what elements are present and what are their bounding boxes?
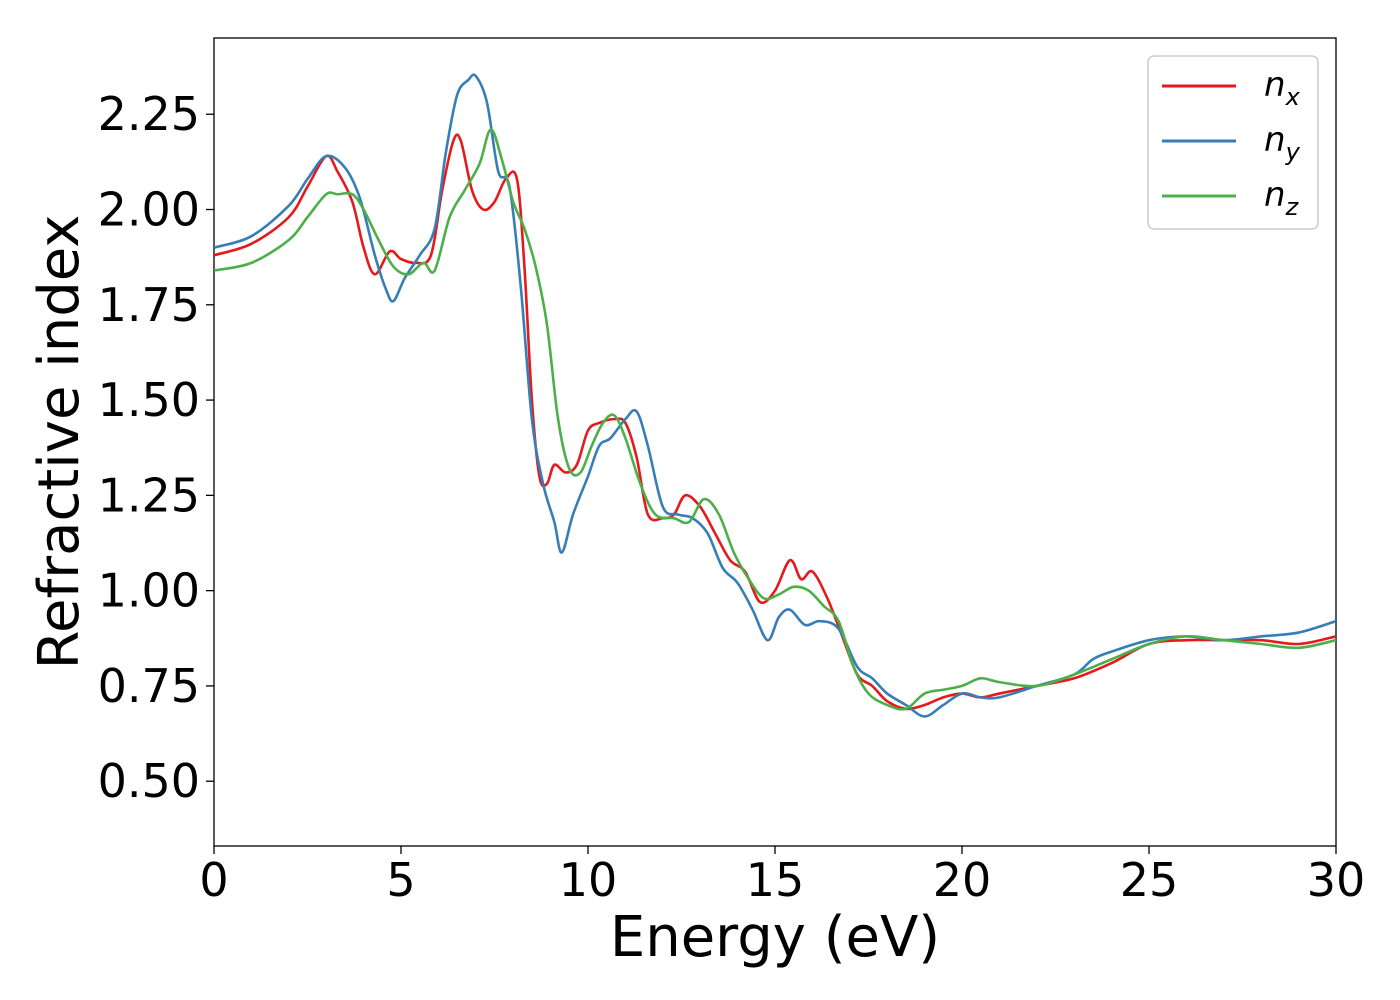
x-tick-label: 5 [386, 853, 415, 907]
legend-label-x: nx [1264, 65, 1301, 111]
x-tick-label: 10 [559, 853, 618, 907]
x-tick-label: 20 [933, 853, 992, 907]
legend-label-main: n [1264, 65, 1286, 105]
x-tick-label: 0 [199, 853, 228, 907]
y-axis-title: Refractive index [27, 215, 92, 670]
x-tick-label: 25 [1120, 853, 1179, 907]
series-line-y [214, 73, 1336, 718]
legend-label-subscript: z [1285, 193, 1300, 221]
x-tick-label: 30 [1307, 853, 1366, 907]
legend-label-z: nz [1264, 175, 1300, 221]
y-tick-label: 2.25 [98, 87, 200, 141]
legend-label-subscript: x [1285, 83, 1301, 111]
y-tick-label: 0.75 [98, 659, 200, 713]
y-tick-label: 0.50 [98, 754, 200, 808]
legend-label-subscript: y [1285, 138, 1301, 166]
legend-label-main: n [1264, 175, 1286, 215]
series-line-z [214, 128, 1336, 711]
y-axis: 0.50 0.75 1.00 1.25 1.50 1.75 2.00 2.25 [98, 87, 214, 808]
y-tick-label: 1.75 [98, 278, 200, 332]
legend-label-main: n [1264, 120, 1286, 160]
x-axis-title: Energy (eV) [610, 905, 940, 970]
x-axis: 0 5 10 15 20 25 30 [199, 846, 1365, 907]
y-tick-label: 2.00 [98, 183, 200, 237]
legend-label-y: ny [1264, 120, 1301, 166]
y-tick-label: 1.00 [98, 564, 200, 618]
x-tick-label: 15 [746, 853, 805, 907]
y-tick-label: 1.25 [98, 468, 200, 522]
y-tick-label: 1.50 [98, 373, 200, 427]
series-layer [214, 73, 1336, 718]
